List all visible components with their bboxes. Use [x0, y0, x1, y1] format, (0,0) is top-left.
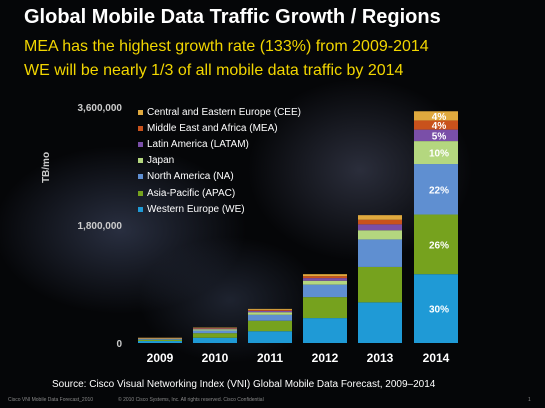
bar-segment — [248, 308, 292, 310]
legend-item: Japan — [138, 153, 301, 169]
data-label: 30% — [429, 305, 449, 316]
data-label: 22% — [429, 185, 449, 196]
bar-segment — [248, 309, 292, 311]
x-tick-label: 2010 — [202, 351, 229, 365]
legend-item: Middle East and Africa (MEA) — [138, 120, 301, 136]
bar-segment — [303, 274, 347, 277]
bar-segment — [248, 312, 292, 315]
bar-segment — [414, 214, 458, 275]
legend-item: North America (NA) — [138, 169, 301, 185]
chart-title: Global Mobile Data Traffic Growth / Regi… — [24, 6, 441, 28]
bar-segment — [138, 337, 182, 339]
legend-item: Western Europe (WE) — [138, 201, 301, 217]
bar-segment — [193, 337, 237, 343]
bar-segment — [358, 266, 402, 303]
legend-swatch — [138, 174, 143, 180]
legend-label: Middle East and Africa (MEA) — [147, 122, 278, 134]
subtitle-share: WE will be nearly 1/3 of all mobile data… — [24, 62, 404, 79]
legend-item: Central and Eastern Europe (CEE) — [138, 104, 301, 120]
bar-segment — [193, 329, 237, 331]
bar-segment — [303, 318, 347, 343]
bar-segment — [358, 215, 402, 220]
bar-segment — [358, 239, 402, 267]
legend-swatch — [138, 141, 143, 147]
bar-segment — [248, 320, 292, 332]
legend-swatch — [138, 125, 143, 131]
bar-segment — [303, 284, 347, 298]
data-label: 4% — [432, 112, 447, 123]
data-label: 4% — [432, 121, 447, 132]
subtitle-growth: MEA has the highest growth rate (133%) f… — [24, 38, 429, 55]
bar-segment — [193, 330, 237, 334]
legend-swatch — [138, 109, 143, 115]
legend-swatch — [138, 190, 143, 196]
bar-segment — [414, 129, 458, 142]
bar-segment — [248, 314, 292, 321]
legend: Central and Eastern Europe (CEE) Middle E… — [138, 104, 301, 217]
bar-segment — [358, 230, 402, 240]
bar-segment — [193, 328, 237, 330]
legend-label: Asia-Pacific (APAC) — [147, 187, 236, 199]
bar-segment — [303, 276, 347, 279]
data-label: 26% — [429, 240, 449, 251]
bar-segment — [248, 331, 292, 343]
legend-swatch — [138, 158, 143, 164]
bar-segment — [303, 278, 347, 281]
bar-segment — [138, 338, 182, 340]
bar-segment — [138, 339, 182, 342]
legend-label: Western Europe (WE) — [147, 203, 245, 215]
legend-item: Asia-Pacific (APAC) — [138, 185, 301, 201]
bar-segment — [303, 297, 347, 319]
bar-segment — [414, 141, 458, 165]
x-tick-label: 2013 — [367, 351, 394, 365]
bar-segment — [193, 328, 237, 329]
legend-label: Latin America (LATAM) — [147, 138, 249, 150]
x-tick-label: 2011 — [257, 351, 283, 365]
data-label: 5% — [432, 131, 447, 142]
bar-segment — [303, 280, 347, 285]
footer-left: Cisco VNI Mobile Data Forecast_2010 — [8, 397, 94, 403]
x-tick-label: 2012 — [312, 351, 339, 365]
y-tick-label: 3,600,000 — [78, 103, 123, 114]
x-tick-label: 2014 — [423, 351, 450, 365]
legend-label: Japan — [147, 155, 175, 167]
bar-segment — [138, 338, 182, 339]
footer-copyright: © 2010 Cisco Systems, Inc. All rights re… — [118, 397, 264, 403]
bar-segment — [358, 224, 402, 231]
bar-segment — [138, 341, 182, 343]
y-tick-label: 0 — [116, 339, 122, 350]
legend-label: North America (NA) — [147, 171, 234, 183]
source-note: Source: Cisco Visual Networking Index (V… — [52, 379, 436, 390]
y-tick-label: 1,800,000 — [78, 221, 123, 232]
data-label: 10% — [429, 149, 449, 160]
legend-label: Central and Eastern Europe (CEE) — [147, 106, 301, 118]
legend-swatch — [138, 206, 143, 212]
bar-segment — [248, 310, 292, 313]
bar-segment — [193, 333, 237, 338]
bar-segment — [414, 164, 458, 215]
legend-item: Latin America (LATAM) — [138, 136, 301, 152]
x-tick-label: 2009 — [147, 351, 174, 365]
bar-segment — [414, 274, 458, 343]
bar-segment — [358, 302, 402, 343]
page-number: 1 — [528, 397, 531, 403]
bar-segment — [414, 111, 458, 121]
bar-segment — [414, 120, 458, 130]
bar-segment — [193, 327, 237, 329]
bar-segment — [358, 219, 402, 225]
